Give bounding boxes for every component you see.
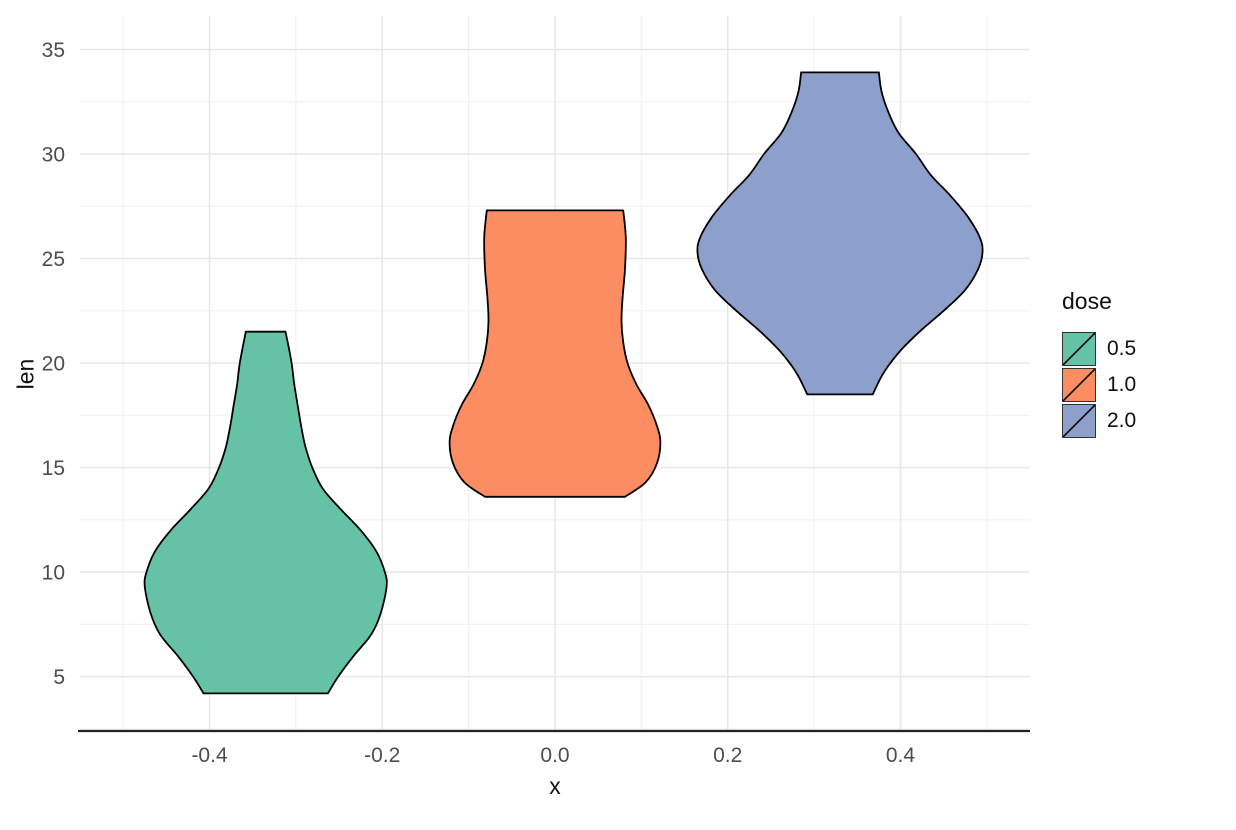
legend-swatch-dose-0.5: [1062, 332, 1096, 366]
legend-swatch-dose-1.0: [1062, 368, 1096, 402]
y-tick-label: 15: [42, 457, 65, 480]
y-tick-label: 30: [42, 143, 65, 166]
legend-label-dose-2.0: 2.0: [1107, 409, 1137, 432]
y-tick-label: 10: [42, 562, 65, 585]
violin-dose-0.5: [143, 330, 388, 695]
y-tick-label: 25: [42, 248, 65, 271]
y-tick-label: 35: [42, 39, 65, 62]
violin-dose-2.0: [696, 71, 984, 396]
legend-item-dose-2.0: 2.0: [1062, 404, 1136, 438]
x-tick-label: -0.4: [191, 744, 228, 767]
diagonal-line-icon: [1063, 333, 1095, 365]
legend-swatch-dose-2.0: [1062, 404, 1096, 438]
legend-title: dose: [1062, 288, 1112, 314]
y-tick-label: 20: [42, 353, 65, 376]
diagonal-line-icon: [1063, 369, 1095, 401]
y-tick-label: 5: [53, 666, 65, 689]
x-tick-label: 0.4: [886, 744, 916, 767]
x-tick-label: 0.0: [540, 744, 569, 767]
x-tick-label: 0.2: [713, 744, 742, 767]
violin-dose-1.0: [448, 209, 662, 498]
diagonal-line-icon: [1063, 405, 1095, 437]
legend-item-dose-0.5: 0.5: [1062, 332, 1136, 366]
legend-label-dose-1.0: 1.0: [1107, 373, 1137, 396]
x-axis-title: x: [549, 773, 561, 799]
legend-item-dose-1.0: 1.0: [1062, 368, 1136, 402]
legend-label-dose-0.5: 0.5: [1107, 337, 1137, 360]
legend: dose 0.5 1.0 2.0: [1062, 288, 1136, 440]
x-tick-label: -0.2: [364, 744, 400, 767]
y-axis-title: len: [12, 358, 39, 390]
